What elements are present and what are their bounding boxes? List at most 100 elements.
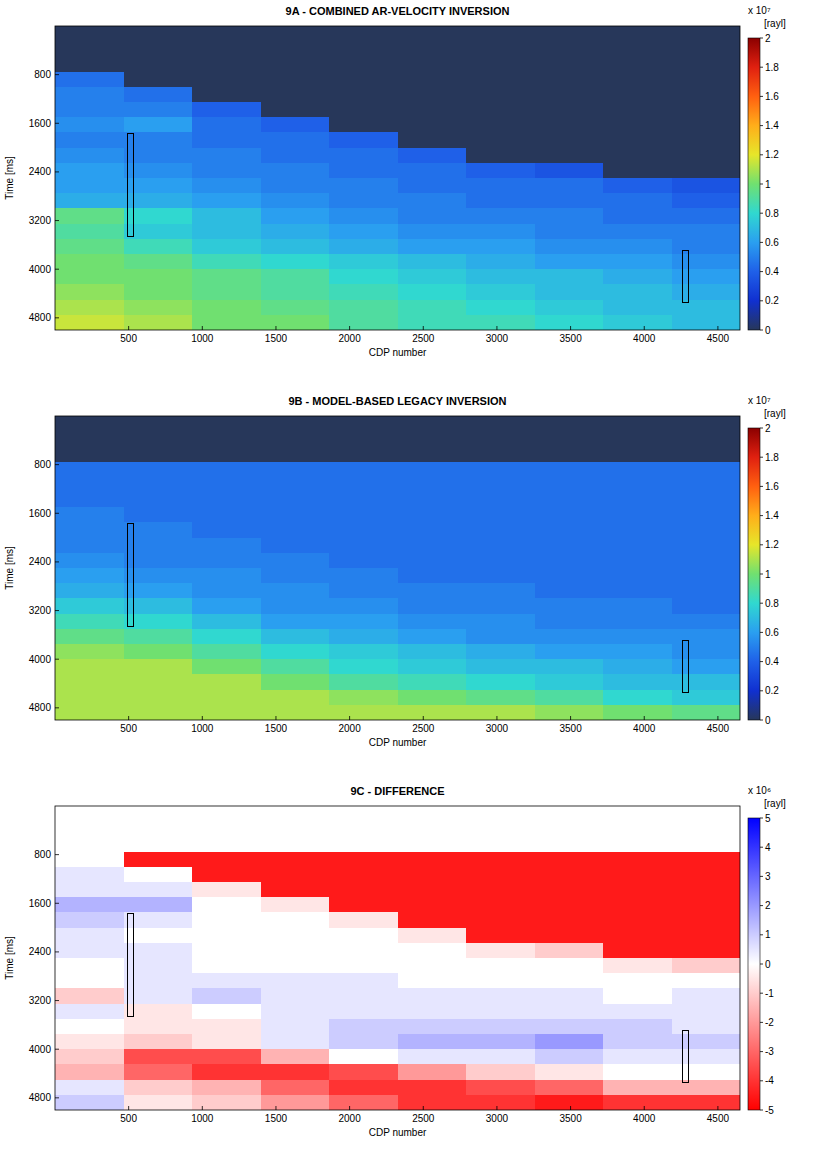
cell: [466, 315, 535, 330]
colorbar-multiplier: x 10⁷: [748, 395, 771, 406]
cell: [261, 659, 330, 675]
cell: [535, 598, 604, 614]
x-tick: [128, 326, 129, 330]
cell: [398, 462, 467, 478]
cell: [124, 72, 193, 88]
cell: [261, 568, 330, 584]
cell: [672, 507, 741, 523]
cell: [603, 72, 672, 88]
cell: [55, 416, 124, 432]
x-tick-label: 4500: [707, 333, 730, 344]
cell: [535, 644, 604, 660]
cell: [672, 553, 741, 569]
colorbar-tick: [760, 515, 763, 516]
cell: [192, 132, 261, 148]
cell: [124, 41, 193, 57]
cell: [398, 897, 467, 913]
cell: [124, 598, 193, 614]
cell: [466, 882, 535, 898]
cell: [329, 193, 398, 209]
cell: [124, 988, 193, 1004]
cell: [124, 928, 193, 944]
cell: [124, 568, 193, 584]
x-tick: [496, 326, 497, 330]
colorbar-tick-label: -3: [765, 1046, 774, 1057]
cell: [466, 148, 535, 164]
cell: [192, 1019, 261, 1035]
cell: [398, 644, 467, 660]
cell: [603, 988, 672, 1004]
cell: [329, 477, 398, 493]
cell: [192, 193, 261, 209]
y-tick: [55, 269, 59, 270]
colorbar-tick-label: 0.6: [765, 627, 779, 638]
cell: [55, 1034, 124, 1050]
cell: [535, 1064, 604, 1080]
y-tick-label: 4800: [29, 702, 52, 713]
cell: [261, 1004, 330, 1020]
cell: [672, 973, 741, 989]
cell: [261, 958, 330, 974]
cell: [55, 56, 124, 72]
cell: [55, 269, 124, 285]
cell: [192, 446, 261, 462]
x-tick: [717, 1106, 718, 1110]
cell: [535, 629, 604, 645]
cell: [329, 284, 398, 300]
cell: [329, 614, 398, 630]
cell: [55, 178, 124, 194]
y-tick: [55, 903, 59, 904]
cell: [603, 553, 672, 569]
cell: [192, 269, 261, 285]
cell: [124, 193, 193, 209]
cell: [192, 208, 261, 224]
cell: [124, 644, 193, 660]
cell: [398, 553, 467, 569]
cell: [192, 148, 261, 164]
colorbar-tick: [760, 300, 763, 301]
cell: [261, 1064, 330, 1080]
cell: [398, 928, 467, 944]
cell: [603, 882, 672, 898]
cell: [603, 1034, 672, 1050]
y-axis-title: Time [ms]: [4, 936, 15, 980]
cell: [398, 163, 467, 179]
cell: [192, 1064, 261, 1080]
cell: [603, 477, 672, 493]
colorbar-tick: [760, 428, 763, 429]
cell: [55, 659, 124, 675]
cell: [603, 1080, 672, 1096]
cell: [124, 56, 193, 72]
cell: [398, 583, 467, 599]
cell: [535, 1095, 604, 1110]
cell: [329, 583, 398, 599]
colorbar-tick: [760, 184, 763, 185]
x-tick: [349, 1106, 350, 1110]
cell: [672, 56, 741, 72]
cell: [466, 897, 535, 913]
cell: [261, 431, 330, 447]
cell: [329, 852, 398, 868]
cell: [192, 224, 261, 240]
x-tick-label: 500: [120, 723, 137, 734]
cell: [55, 1095, 124, 1110]
cell: [672, 269, 741, 285]
colorbar-tick-label: 0: [765, 959, 771, 970]
cell: [124, 674, 193, 690]
cell: [124, 477, 193, 493]
cell: [124, 659, 193, 675]
cell: [535, 568, 604, 584]
cell: [672, 674, 741, 690]
cell: [535, 224, 604, 240]
colorbar-tick-label: 0: [765, 325, 771, 336]
x-tick-label: 1000: [191, 723, 214, 734]
cell: [124, 1004, 193, 1020]
cell: [192, 72, 261, 88]
cell: [535, 614, 604, 630]
plot-frame: [55, 26, 740, 330]
cell: [55, 598, 124, 614]
cell: [124, 446, 193, 462]
cell: [466, 1019, 535, 1035]
well-box: [682, 641, 688, 692]
cell: [672, 897, 741, 913]
